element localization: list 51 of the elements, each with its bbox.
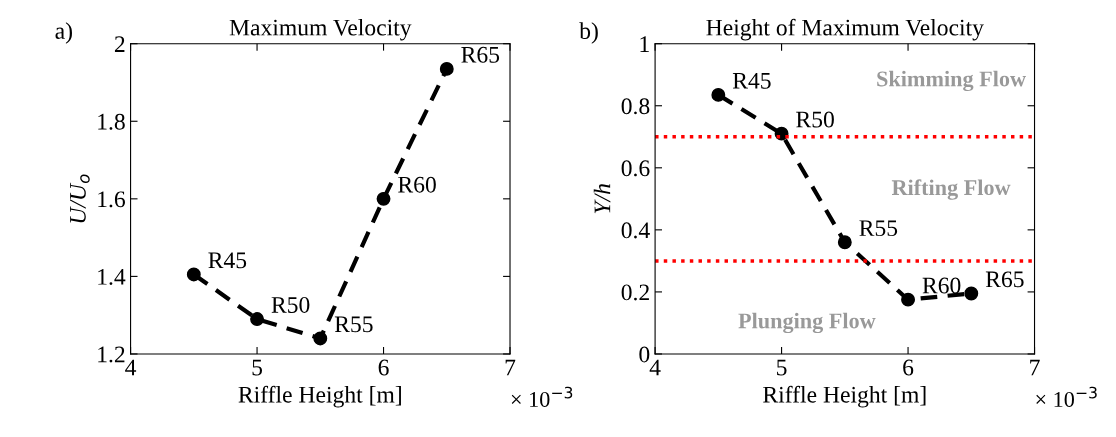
x-tick-label: 7 (1030, 359, 1040, 376)
x-axis-title: Riffle Height [m] (763, 385, 926, 408)
annotation: R60 (398, 176, 436, 193)
y-axis-title: U/U$_{o}$ (70, 174, 90, 223)
point (711, 87, 726, 102)
text: b) (579, 22, 598, 44)
annotation: Plunging Flow (738, 312, 876, 334)
point (376, 191, 391, 206)
annotation: R65 (461, 46, 500, 63)
y-tick-label: 0.2 (621, 284, 649, 301)
annotation: R50 (271, 296, 310, 313)
y-tick-label: 2 (114, 36, 125, 52)
point (964, 286, 979, 301)
annotation: R65 (985, 271, 1024, 288)
text: a) (55, 22, 72, 44)
x-tick-label: 7 (505, 359, 516, 376)
point (901, 292, 915, 307)
x-tick-label: 5 (777, 359, 787, 376)
y-tick-label: 0.4 (621, 222, 650, 239)
annotation: Skimming Flow (877, 70, 1026, 92)
annotation: R50 (796, 111, 834, 128)
text: × 10$^{−3}$ (1036, 386, 1097, 407)
y-axis-title: Y/h (593, 184, 611, 214)
annotation: R45 (732, 72, 771, 89)
y-tick-label: 1 (640, 36, 649, 52)
annotation: Rifting Flow (891, 179, 1011, 200)
annotation: R60 (922, 277, 961, 294)
x-axis-title: Riffle Height [m] (238, 385, 401, 408)
point (837, 235, 852, 250)
y-tick-label: 1.8 (98, 113, 125, 130)
y-tick-label: 0.6 (621, 160, 650, 177)
y-tick-label: 1.6 (98, 191, 126, 208)
point (313, 331, 328, 346)
x-tick-label: 5 (252, 359, 263, 376)
chart-title: Height of Maximum Velocity (706, 18, 984, 41)
y-tick-label: 0 (639, 346, 650, 363)
chart-title: Maximum Velocity (229, 18, 412, 41)
annotation: R55 (334, 316, 373, 333)
x-tick-label: 6 (378, 359, 389, 376)
x-tick-label: 6 (903, 359, 914, 376)
point (250, 312, 264, 327)
annotation: R55 (859, 220, 898, 237)
y-tick-label: 1.2 (98, 346, 125, 363)
y-tick-label: 1.4 (98, 269, 126, 285)
text: × 10$^{−3}$ (511, 386, 573, 407)
point (439, 61, 454, 76)
x-tick-label: 4 (125, 359, 137, 376)
annotation: R45 (208, 252, 247, 269)
y-tick-label: 0.8 (621, 98, 650, 115)
x-tick-label: 4 (649, 359, 661, 376)
point (186, 267, 201, 282)
